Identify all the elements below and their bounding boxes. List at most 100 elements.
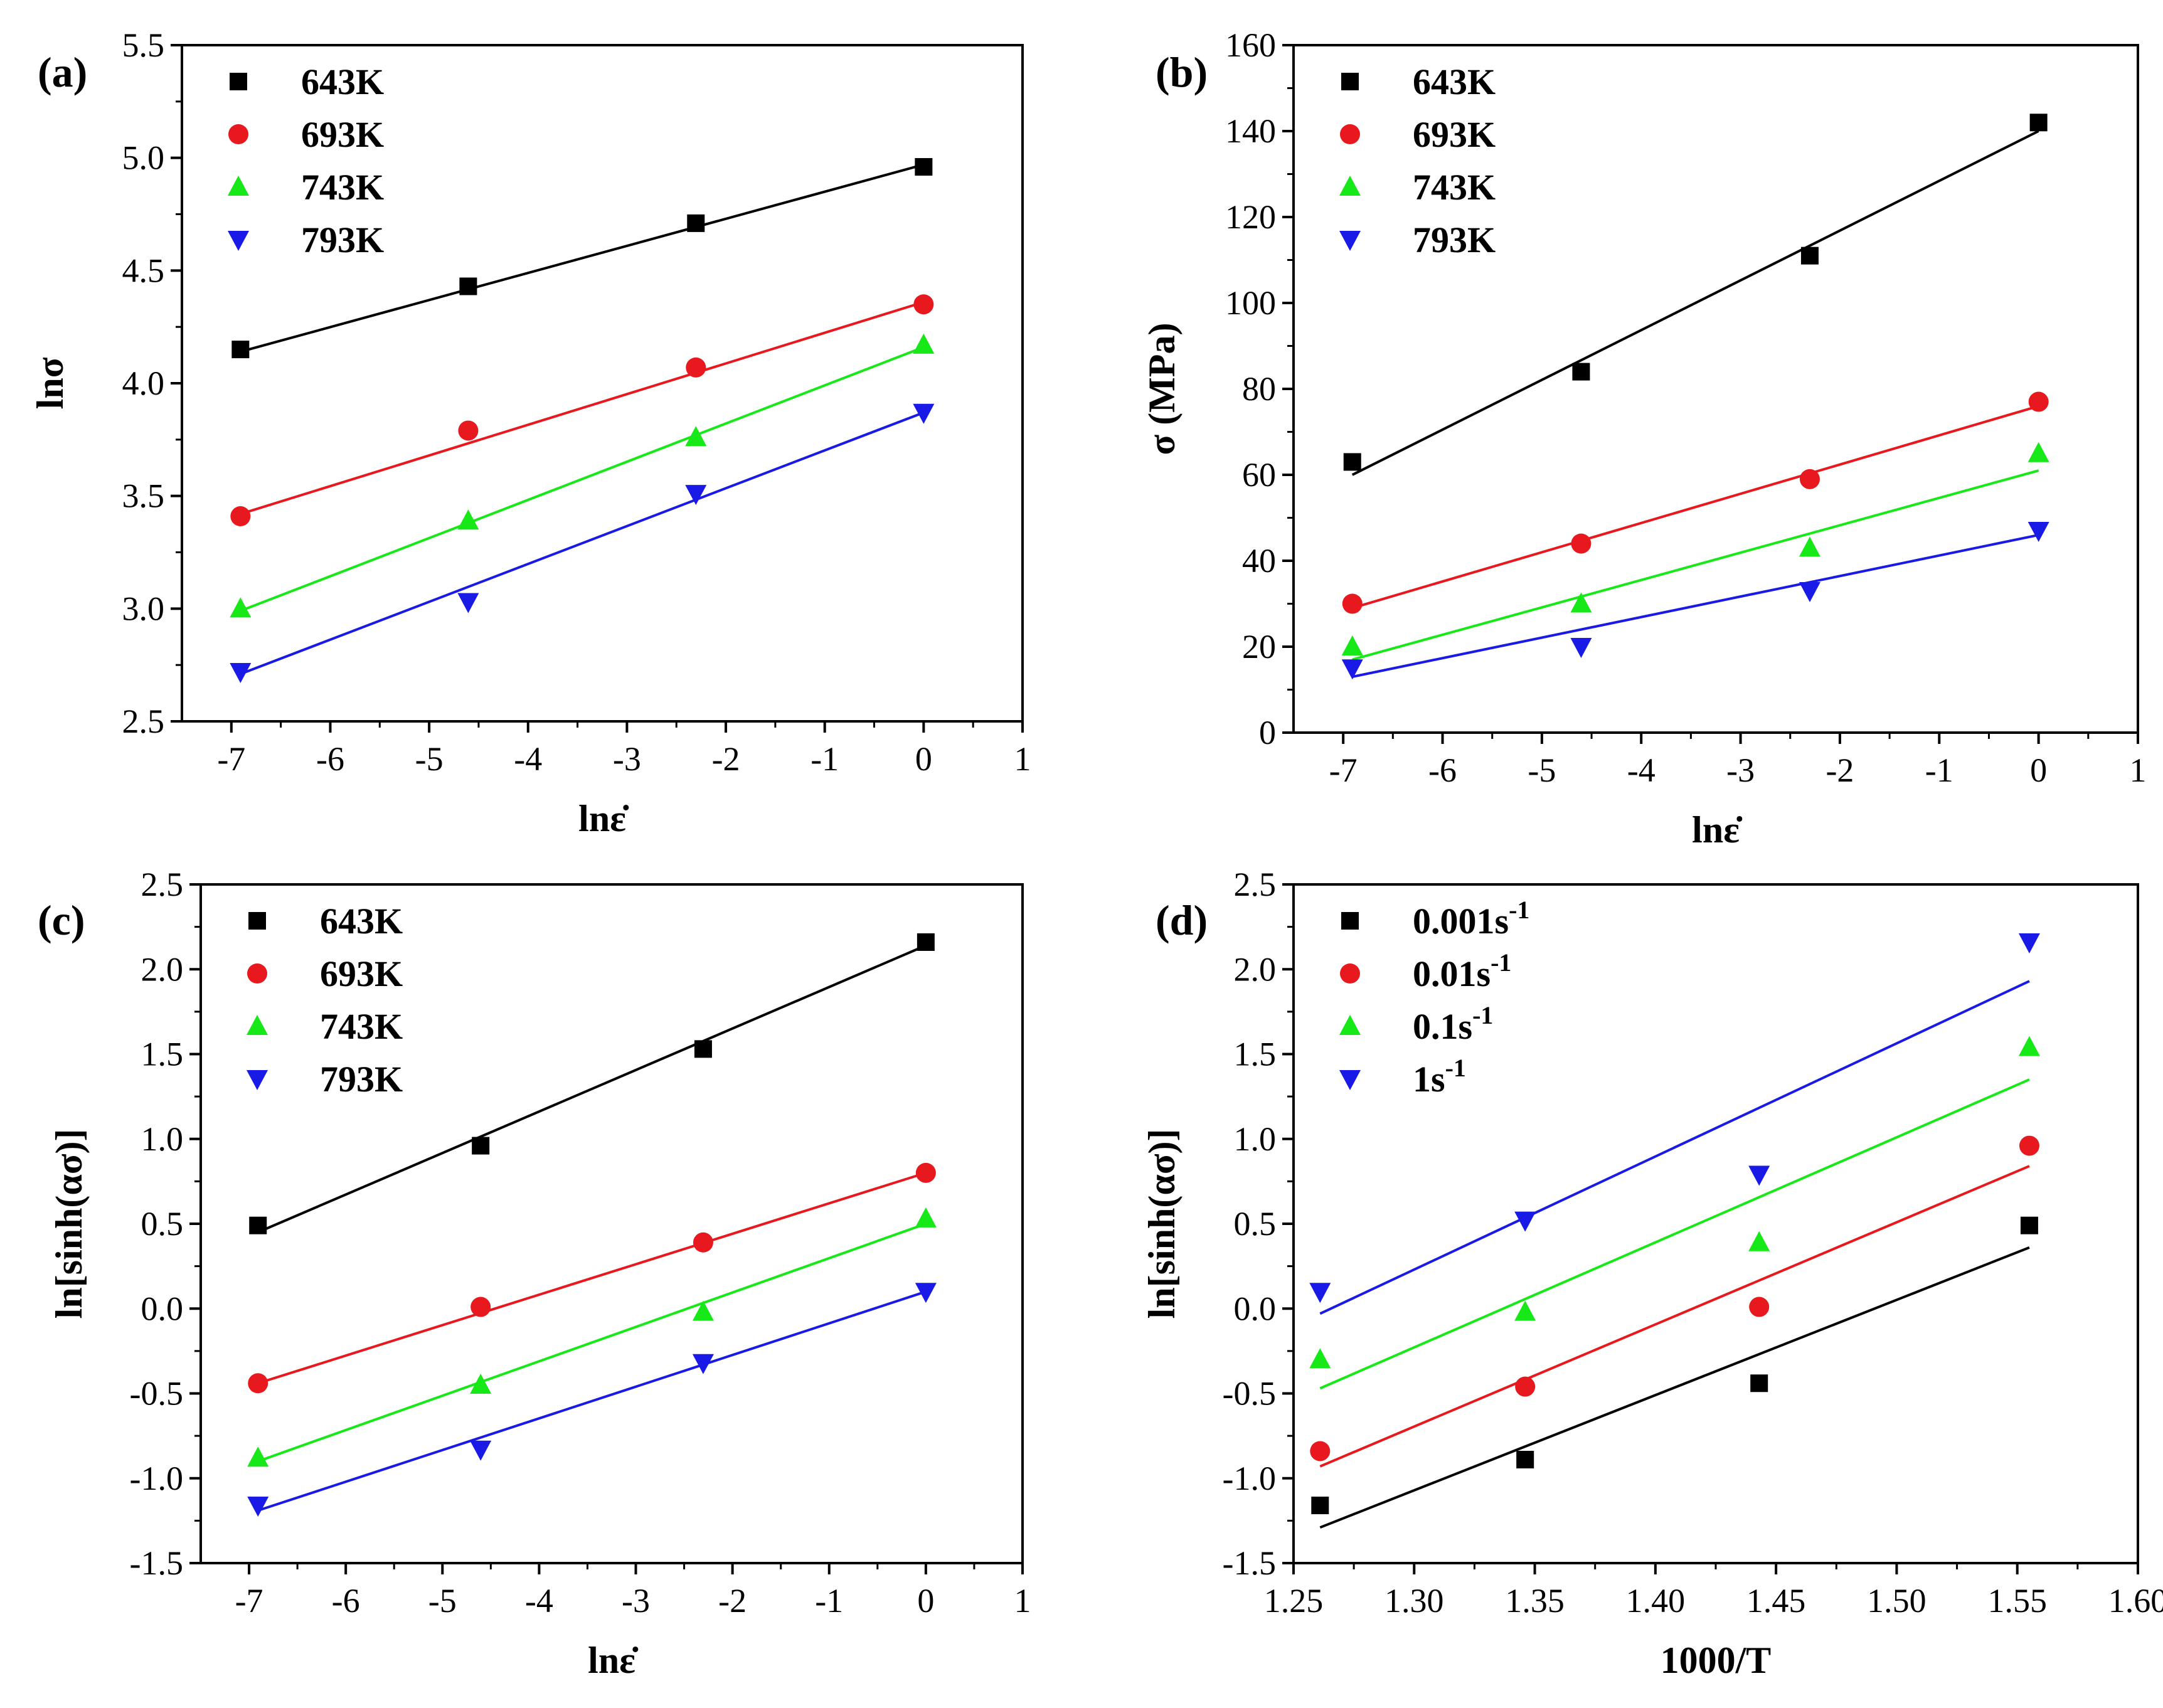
legend-marker	[1340, 124, 1360, 144]
fit-line	[240, 163, 924, 353]
y-tick-label: 0.0	[1234, 1290, 1277, 1327]
y-tick-label: -1.0	[1223, 1460, 1276, 1497]
x-tick-label: 1	[1014, 740, 1031, 778]
chart-panel-2: -7 -6 -5 -4 -3 -2 -1 0 1020406080100120140160lnε…	[1141, 26, 2147, 851]
legend-entry: 0.01s-1	[1413, 948, 1511, 994]
x-tick-label: 1.35	[1505, 1582, 1565, 1620]
data-point	[457, 593, 479, 613]
y-tick-label: 5.0	[122, 139, 165, 177]
series-square	[249, 933, 935, 1234]
fit-line	[1352, 405, 2039, 610]
fit-line	[257, 1171, 927, 1385]
x-tick-label: -3	[1726, 751, 1755, 789]
x-tick-label: 1	[1014, 1582, 1031, 1620]
fit-line	[1351, 130, 2039, 476]
y-tick-label: 0.0	[141, 1290, 184, 1327]
series-triangle-down	[1309, 933, 2040, 1315]
data-point	[915, 1162, 936, 1183]
y-tick-label: 40	[1242, 542, 1276, 580]
data-point	[1799, 581, 1820, 602]
x-tick-label: 1.40	[1626, 1582, 1686, 1620]
legend-entry: 743K	[320, 1006, 403, 1047]
data-point	[915, 1283, 937, 1303]
x-tick-label: -7	[235, 1582, 263, 1620]
legend-marker	[1341, 912, 1359, 930]
legend-entry: 693K	[320, 953, 403, 994]
y-tick-label: 2.5	[141, 866, 184, 903]
data-point	[692, 1300, 714, 1321]
x-tick-label: -6	[316, 740, 344, 778]
fit-line	[240, 346, 925, 612]
panel-label: (b)	[1156, 48, 1208, 96]
chart-panel-4: 1.25 1.30 1.35 1.40 1.45 1.50 1.55 1.60 -1.5 -1.0…	[1141, 866, 2163, 1681]
data-point	[1799, 536, 1820, 557]
data-point	[1514, 1211, 1536, 1232]
y-tick-label: -1.5	[130, 1544, 183, 1582]
chart-panel-1: -7 -6 -5 -4 -3 -2 -1 0 1 2.5 3.0 3.5 4.0 4.5 5.0 5.5 lnε…	[29, 26, 1031, 839]
legend-entry: 743K	[301, 167, 384, 208]
x-tick-label: -4	[1627, 751, 1655, 789]
series-circle	[248, 1162, 936, 1394]
series-square	[1343, 114, 2048, 476]
data-point	[685, 426, 707, 447]
data-point	[1572, 363, 1590, 381]
data-point	[1309, 1283, 1331, 1303]
data-point	[230, 597, 252, 618]
fit-line	[1319, 1246, 2030, 1529]
x-tick-label: 1.60	[2108, 1582, 2163, 1620]
panel-label: (c)	[38, 896, 85, 944]
data-point	[2027, 522, 2049, 543]
data-point	[2027, 442, 2049, 462]
y-tick-label: 3.5	[122, 477, 165, 515]
legend-entry: 743K	[1413, 167, 1496, 208]
y-tick-label: 100	[1225, 284, 1276, 322]
legend-entry: 693K	[301, 114, 384, 155]
data-point	[1800, 247, 1819, 265]
y-tick-label: 3.0	[122, 590, 165, 627]
legend-marker	[1339, 231, 1361, 251]
y-tick-label: -1.5	[1223, 1544, 1276, 1582]
legend-entry: 643K	[301, 61, 384, 102]
series-triangle-up	[1309, 1036, 2040, 1390]
y-tick-label: 0.5	[141, 1205, 184, 1243]
data-point	[472, 1137, 490, 1155]
legend-entry: 0.1s-1	[1413, 1001, 1493, 1047]
legend-entry: 793K	[1413, 220, 1496, 260]
data-point	[470, 1297, 491, 1317]
fit-line	[1352, 469, 2039, 661]
x-tick-label: 1.55	[1987, 1582, 2047, 1620]
data-point	[1310, 1441, 1331, 1461]
legend-entry: 793K	[301, 220, 384, 260]
y-tick-label: 2.0	[141, 950, 184, 988]
data-point	[230, 506, 251, 527]
y-tick-label: -0.5	[1223, 1375, 1276, 1413]
panel-label: (d)	[1156, 896, 1208, 944]
legend-entry: 793K	[320, 1059, 403, 1100]
legend-entry: 693K	[1413, 114, 1496, 155]
y-tick-label: 0.5	[1234, 1205, 1277, 1243]
data-point	[1570, 638, 1592, 658]
series-triangle-down	[1341, 522, 2049, 680]
y-tick-label: 60	[1242, 456, 1276, 494]
data-point	[1341, 659, 1363, 680]
data-point	[2029, 114, 2048, 132]
x-tick-label: 0	[2030, 751, 2047, 789]
panel-label: (a)	[38, 48, 87, 96]
x-tick-label: -6	[332, 1582, 360, 1620]
chart-panel-3: -7 -6 -5 -4 -3 -2 -1 0 1 -1.5 -1.0 -0.5 0.0 0.5 1.0 1.5…	[38, 866, 1031, 1681]
series-circle	[230, 294, 934, 527]
legend-marker	[247, 1015, 268, 1035]
data-point	[1748, 1165, 1770, 1186]
legend-marker	[248, 912, 266, 930]
legend-marker	[1339, 1015, 1361, 1035]
fit-line	[1319, 980, 2030, 1315]
fit-line	[1352, 533, 2039, 678]
x-tick-label: -5	[415, 740, 444, 778]
data-point	[913, 333, 935, 354]
data-point	[686, 357, 706, 378]
data-point	[1515, 1376, 1536, 1397]
series-triangle-up	[1341, 442, 2049, 661]
y-tick-label: 120	[1225, 198, 1276, 236]
data-point	[1748, 1231, 1770, 1251]
x-tick-label: 1	[2130, 751, 2147, 789]
